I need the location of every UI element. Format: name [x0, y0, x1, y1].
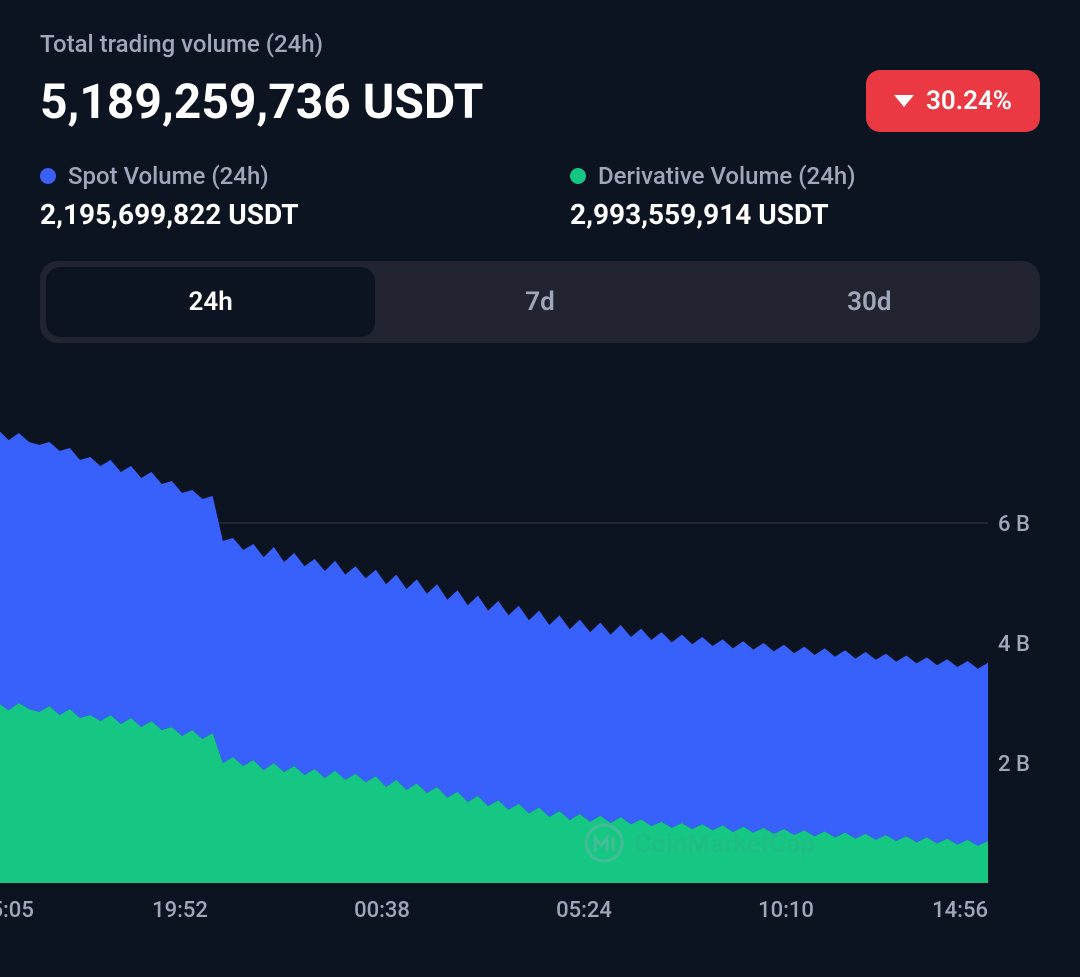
svg-text:19:52: 19:52 — [152, 898, 208, 923]
change-badge: 30.24% — [866, 70, 1040, 132]
derivative-volume-block: Derivative Volume (24h) 2,993,559,914 US… — [570, 162, 1040, 231]
tab-7d[interactable]: 7d — [375, 267, 704, 337]
svg-text:05:24: 05:24 — [556, 898, 612, 923]
volume-chart: 2 B 4 B 6 B 15:05 19:52 00:38 05:24 10:10 14:56 C… — [0, 363, 1040, 943]
derivative-volume-label-text: Derivative Volume (24h) — [598, 162, 856, 190]
svg-text:14:56: 14:56 — [932, 898, 988, 923]
derivative-volume-value: 2,993,559,914 USDT — [570, 198, 1040, 231]
spot-volume-block: Spot Volume (24h) 2,195,699,822 USDT — [40, 162, 510, 231]
dot-icon — [570, 168, 586, 184]
change-percent: 30.24% — [926, 86, 1012, 116]
svg-text:6 B: 6 B — [998, 512, 1030, 537]
volume-breakdown-row: Spot Volume (24h) 2,195,699,822 USDT Der… — [40, 162, 1040, 231]
total-volume-value: 5,189,259,736 USDT — [40, 73, 483, 130]
svg-text:10:10: 10:10 — [758, 898, 814, 923]
caret-down-icon — [894, 95, 914, 107]
dot-icon — [40, 168, 56, 184]
tab-30d[interactable]: 30d — [705, 267, 1034, 337]
svg-text:CoinMarketCap: CoinMarketCap — [634, 829, 815, 859]
spot-volume-label-text: Spot Volume (24h) — [68, 162, 269, 190]
total-volume-label: Total trading volume (24h) — [40, 30, 1040, 58]
svg-text:2 B: 2 B — [998, 752, 1030, 777]
tab-24h[interactable]: 24h — [46, 267, 375, 337]
spot-volume-value: 2,195,699,822 USDT — [40, 198, 510, 231]
timeframe-tabs: 24h7d30d — [40, 261, 1040, 343]
header-row: 5,189,259,736 USDT 30.24% — [40, 70, 1040, 132]
derivative-volume-label: Derivative Volume (24h) — [570, 162, 1040, 190]
chart-svg: 2 B 4 B 6 B 15:05 19:52 00:38 05:24 10:10 14:56 C… — [0, 363, 1040, 943]
svg-text:4 B: 4 B — [998, 632, 1030, 657]
svg-text:15:05: 15:05 — [0, 898, 34, 923]
svg-text:00:38: 00:38 — [354, 898, 410, 923]
spot-volume-label: Spot Volume (24h) — [40, 162, 510, 190]
